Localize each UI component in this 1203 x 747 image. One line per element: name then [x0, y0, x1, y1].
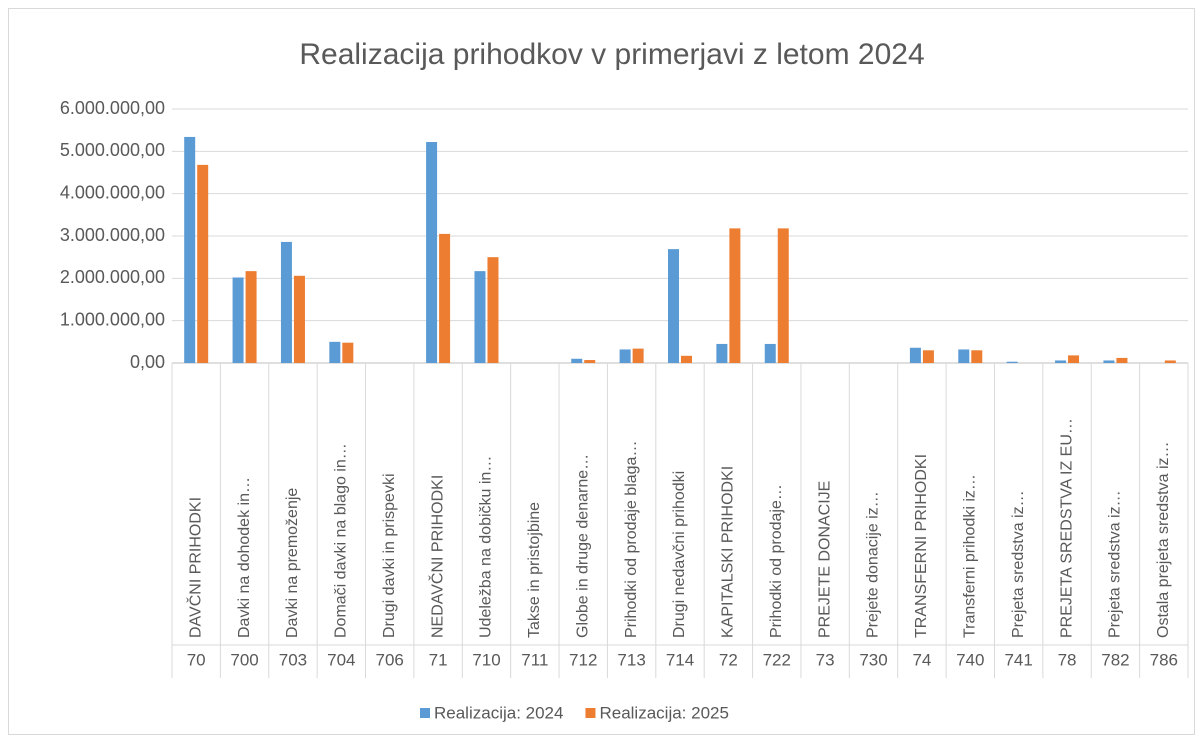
bar	[487, 257, 499, 363]
bar	[958, 349, 970, 363]
x-tick-label: 730	[859, 650, 887, 669]
legend-swatch	[420, 708, 430, 718]
chart-title: Realizacija prihodkov v primerjavi z let…	[299, 38, 924, 71]
x-tick-label: 710	[472, 650, 500, 669]
bar	[922, 350, 934, 363]
category-name: Prejeta sredstva iz…	[1010, 490, 1027, 638]
y-tick-label: 2.000.000,00	[60, 267, 165, 287]
category-name: Prejete donacije iz…	[865, 491, 882, 638]
y-tick-label: 1.000.000,00	[60, 309, 165, 329]
bar	[619, 349, 631, 363]
bar	[293, 275, 305, 363]
bar	[777, 228, 789, 363]
bar	[329, 341, 341, 363]
category-name: Prihodki od prodaje…	[768, 484, 785, 638]
bar	[342, 342, 354, 363]
category-name: KAPITALSKI PRIHODKI	[720, 466, 737, 638]
bar	[571, 358, 583, 363]
bar	[439, 233, 451, 363]
category-name: Davki na dohodek in…	[236, 477, 253, 638]
bar	[1103, 360, 1115, 363]
x-tick-label: 741	[1004, 650, 1032, 669]
bar	[1055, 360, 1067, 363]
category-name: Drugi davki in prispevki	[381, 473, 398, 638]
x-tick-label: 72	[719, 650, 738, 669]
category-name: Prejeta sredstva iz…	[1107, 490, 1124, 638]
category-name: Udeležba na dobičku in…	[478, 456, 495, 638]
bar	[681, 355, 692, 363]
legend-label: Realizacija: 2025	[599, 703, 728, 722]
bar	[245, 271, 257, 363]
bar	[184, 136, 196, 363]
bar	[197, 164, 209, 363]
legend-swatch	[585, 708, 596, 718]
x-tick-label: 740	[956, 650, 984, 669]
x-tick-label: 704	[327, 650, 355, 669]
x-tick-label: 73	[816, 650, 835, 669]
category-name: Globe in druge denarne…	[574, 454, 591, 638]
x-tick-label: 714	[666, 650, 694, 669]
bar	[729, 228, 741, 363]
category-name: Ostala prejeta sredstva iz…	[1155, 441, 1172, 638]
bar	[1068, 355, 1080, 363]
chart-border	[8, 8, 1195, 735]
category-name: Davki na premoženje	[284, 488, 301, 638]
bar	[909, 347, 921, 363]
x-tick-label: 703	[279, 650, 307, 669]
category-name: Domači davki na blago in…	[333, 443, 350, 638]
category-name: Transferni prihodki iz…	[962, 474, 979, 638]
category-name: Drugi nedavčni prihodki	[671, 471, 688, 638]
x-tick-label: 70	[187, 650, 206, 669]
x-tick-label: 786	[1150, 650, 1178, 669]
legend-label: Realizacija: 2024	[434, 703, 563, 722]
bar	[1116, 357, 1128, 363]
bar	[1006, 361, 1018, 363]
bar	[668, 249, 679, 363]
x-tick-label: 74	[912, 650, 931, 669]
x-tick-label: 711	[521, 650, 548, 669]
category-name: Prihodki od prodaje blaga…	[623, 441, 640, 638]
bar	[426, 142, 438, 363]
x-tick-label: 71	[429, 650, 448, 669]
category-name: TRANSFERNI PRIHODKI	[913, 454, 930, 638]
bar	[632, 348, 644, 363]
x-tick-label: 712	[569, 650, 597, 669]
y-tick-label: 3.000.000,00	[60, 225, 165, 245]
bar	[474, 271, 486, 363]
bar	[716, 343, 728, 363]
x-tick-label: 700	[230, 650, 258, 669]
category-name: Takse in pristojbine	[526, 502, 543, 638]
category-name: NEDAVČNI PRIHODKI	[427, 475, 446, 638]
x-tick-label: 706	[376, 650, 404, 669]
x-tick-label: 78	[1058, 650, 1077, 669]
bar	[280, 241, 292, 363]
x-tick-label: 722	[763, 650, 791, 669]
y-tick-label: 0,00	[130, 352, 165, 372]
y-tick-label: 4.000.000,00	[60, 182, 165, 202]
x-tick-label: 782	[1101, 650, 1129, 669]
bar	[971, 350, 983, 363]
category-name: PREJETE DONACIJE	[816, 481, 833, 638]
bar	[232, 277, 244, 363]
category-name: DAVČNI PRIHODKI	[185, 497, 204, 638]
x-tick-label: 713	[617, 650, 645, 669]
bar	[1164, 360, 1176, 363]
bar	[584, 360, 596, 363]
bar	[764, 343, 776, 363]
y-tick-label: 6.000.000,00	[60, 98, 165, 118]
y-tick-label: 5.000.000,00	[60, 140, 165, 160]
category-name: PREJETA SREDSTVA IZ EU…	[1058, 418, 1075, 638]
